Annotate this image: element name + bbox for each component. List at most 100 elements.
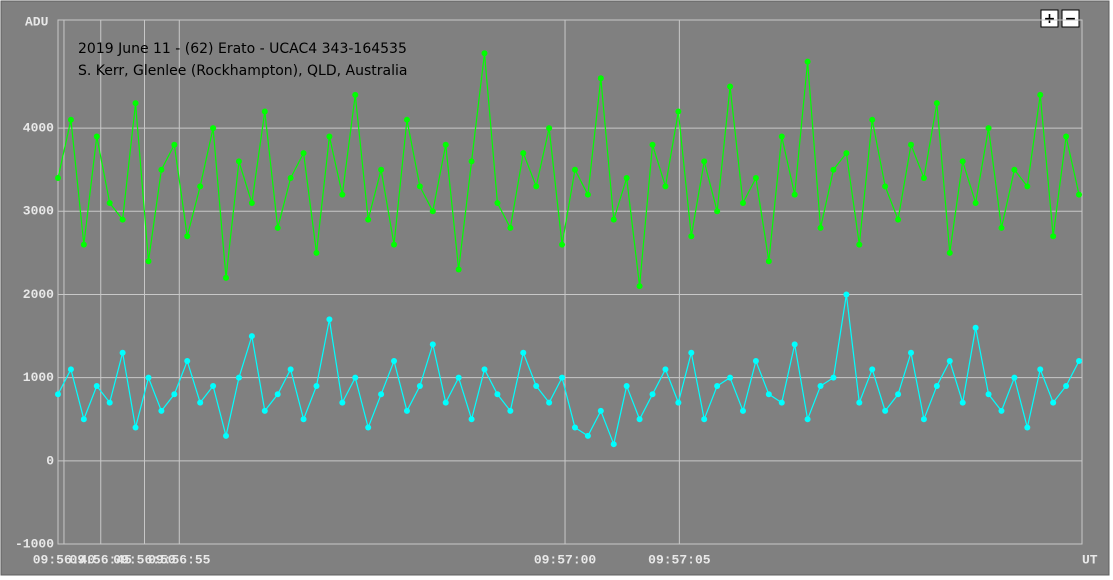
y-tick-label: 2000 bbox=[23, 287, 54, 302]
data-point bbox=[830, 166, 837, 173]
data-point bbox=[507, 224, 514, 231]
data-point bbox=[1063, 382, 1070, 389]
zoom-in-label[interactable]: + bbox=[1044, 11, 1056, 27]
y-tick-label: -1000 bbox=[15, 536, 54, 551]
data-point bbox=[184, 358, 191, 365]
data-point bbox=[416, 183, 423, 190]
data-point bbox=[106, 199, 113, 206]
data-point bbox=[533, 382, 540, 389]
data-point bbox=[662, 183, 669, 190]
data-point bbox=[171, 141, 178, 148]
zoom-in-button[interactable] bbox=[1040, 9, 1059, 28]
data-point bbox=[210, 125, 217, 132]
zoom-out-label[interactable]: − bbox=[1065, 11, 1077, 27]
data-point bbox=[1024, 424, 1031, 431]
data-point bbox=[197, 399, 204, 406]
data-point bbox=[429, 341, 436, 348]
data-point bbox=[403, 116, 410, 123]
data-point bbox=[882, 183, 889, 190]
data-point bbox=[791, 341, 798, 348]
data-point bbox=[494, 199, 501, 206]
data-point bbox=[391, 241, 398, 248]
data-point bbox=[649, 141, 656, 148]
data-point bbox=[752, 175, 759, 182]
data-point bbox=[287, 366, 294, 373]
data-point bbox=[662, 366, 669, 373]
data-point bbox=[300, 150, 307, 157]
data-point bbox=[1037, 91, 1044, 98]
data-point bbox=[933, 382, 940, 389]
data-point bbox=[533, 183, 540, 190]
data-point bbox=[610, 441, 617, 448]
data-point bbox=[778, 399, 785, 406]
data-point bbox=[636, 283, 643, 290]
data-point bbox=[261, 407, 268, 414]
data-point bbox=[132, 100, 139, 107]
data-point bbox=[300, 416, 307, 423]
data-point bbox=[326, 316, 333, 323]
data-point bbox=[584, 191, 591, 198]
data-point bbox=[184, 233, 191, 240]
data-point bbox=[946, 249, 953, 256]
data-point bbox=[210, 382, 217, 389]
zoom-in[interactable]: + bbox=[1040, 9, 1059, 28]
zoom-out-button[interactable] bbox=[1061, 9, 1080, 28]
data-point bbox=[584, 432, 591, 439]
data-point bbox=[998, 224, 1005, 231]
data-point bbox=[985, 125, 992, 132]
data-point bbox=[339, 399, 346, 406]
x-axis-label: UT bbox=[1082, 552, 1098, 567]
data-point bbox=[520, 150, 527, 157]
data-point bbox=[869, 366, 876, 373]
data-point bbox=[197, 183, 204, 190]
data-point bbox=[752, 358, 759, 365]
data-point bbox=[106, 399, 113, 406]
data-point bbox=[520, 349, 527, 356]
data-point bbox=[972, 199, 979, 206]
data-point bbox=[649, 391, 656, 398]
data-point bbox=[895, 216, 902, 223]
data-point bbox=[132, 424, 139, 431]
data-point bbox=[455, 266, 462, 273]
data-point bbox=[1050, 399, 1057, 406]
data-point bbox=[365, 424, 372, 431]
data-point bbox=[817, 382, 824, 389]
data-point bbox=[817, 224, 824, 231]
data-point bbox=[675, 108, 682, 115]
data-point bbox=[352, 91, 359, 98]
data-point bbox=[158, 407, 165, 414]
data-point bbox=[546, 399, 553, 406]
x-tick-label: 09:57:00 bbox=[534, 552, 597, 567]
y-tick-label: 0 bbox=[46, 453, 54, 468]
data-point bbox=[1076, 191, 1083, 198]
data-point bbox=[429, 208, 436, 215]
data-point bbox=[830, 374, 837, 381]
data-point bbox=[80, 416, 87, 423]
data-point bbox=[739, 199, 746, 206]
zoom-out[interactable]: − bbox=[1061, 9, 1080, 28]
data-point bbox=[623, 382, 630, 389]
data-point bbox=[714, 382, 721, 389]
data-point bbox=[378, 391, 385, 398]
data-point bbox=[287, 175, 294, 182]
data-point bbox=[93, 382, 100, 389]
data-point bbox=[791, 191, 798, 198]
data-point bbox=[365, 216, 372, 223]
data-point bbox=[248, 333, 255, 340]
data-point bbox=[507, 407, 514, 414]
data-point bbox=[895, 391, 902, 398]
x-tick-label: 09:56:55 bbox=[148, 552, 211, 567]
x-tick-label: 09:56:50 bbox=[113, 552, 176, 567]
data-point bbox=[882, 407, 889, 414]
data-point bbox=[274, 224, 281, 231]
data-point bbox=[636, 416, 643, 423]
data-point bbox=[727, 83, 734, 90]
data-point bbox=[714, 208, 721, 215]
data-point bbox=[326, 133, 333, 140]
data-point bbox=[765, 391, 772, 398]
data-point bbox=[546, 125, 553, 132]
y-axis-label: ADU bbox=[25, 14, 48, 29]
data-point bbox=[1050, 233, 1057, 240]
series-line bbox=[57, 53, 1080, 287]
